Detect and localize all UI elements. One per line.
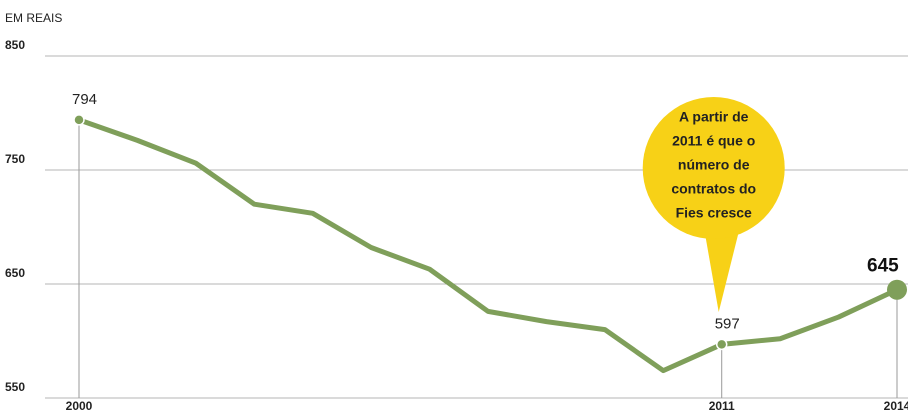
callout-text: Fies cresce xyxy=(676,205,752,221)
y-tick-label: 550 xyxy=(5,380,25,394)
data-point xyxy=(73,114,85,126)
callout-pointer xyxy=(701,215,742,312)
y-tick-label: 850 xyxy=(5,38,25,52)
callout-text: número de xyxy=(678,157,750,173)
y-tick-label: 650 xyxy=(5,266,25,280)
data-point xyxy=(887,279,907,300)
callout-text: 2011 é que o xyxy=(672,133,755,149)
x-tick-label: 2011 xyxy=(709,399,735,413)
data-line xyxy=(78,117,899,374)
callout-text: A partir de xyxy=(679,109,749,125)
data-point xyxy=(715,338,728,351)
callout-bubble xyxy=(642,97,785,239)
x-tick-label: 2014 xyxy=(884,399,908,413)
x-tick-label: 2000 xyxy=(66,399,93,413)
data-label: 794 xyxy=(72,91,97,108)
y-axis-label: EM REAIS xyxy=(5,11,62,25)
callout: A partir de 2011 é que o número de contrato… xyxy=(642,97,785,312)
callout-text: contratos do xyxy=(671,181,756,197)
data-label: 645 xyxy=(867,256,899,277)
y-tick-label: 750 xyxy=(5,152,25,166)
data-label: 597 xyxy=(715,315,740,332)
